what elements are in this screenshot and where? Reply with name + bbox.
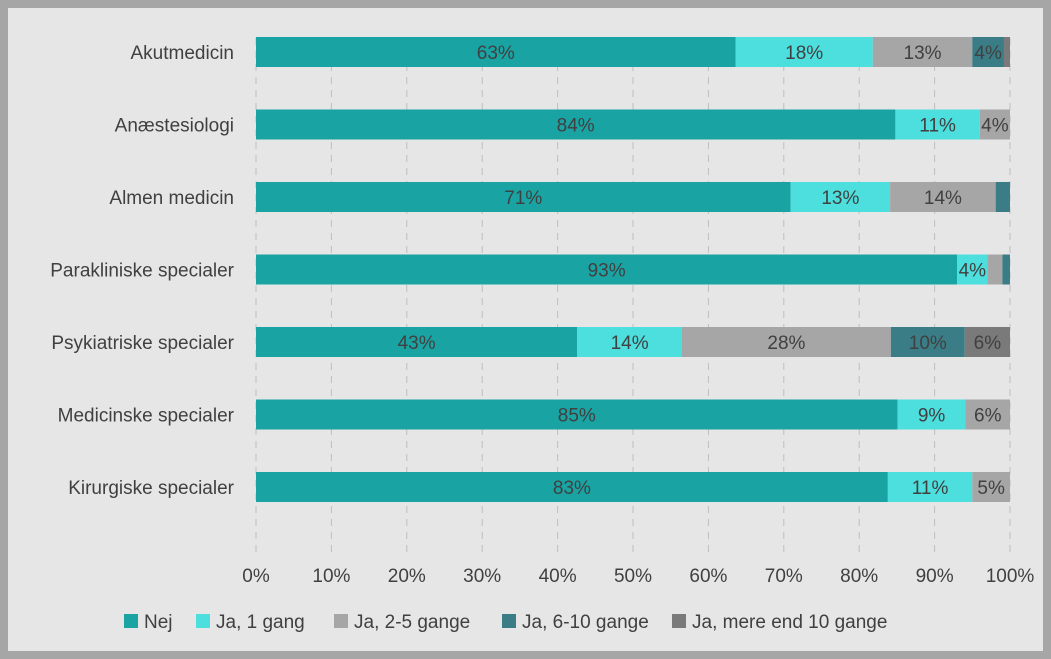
- data-label: 84%: [557, 116, 595, 137]
- bar-segment: [790, 182, 891, 212]
- x-tick-label: 80%: [840, 566, 878, 587]
- data-label: 11%: [919, 116, 956, 137]
- data-label: 85%: [558, 406, 596, 427]
- data-label: 6%: [974, 333, 1002, 354]
- x-tick-label: 0%: [242, 566, 270, 587]
- data-label: 18%: [785, 43, 823, 64]
- x-tick-label: 60%: [689, 566, 727, 587]
- bar-segment: [577, 327, 683, 357]
- data-label: 83%: [553, 478, 591, 499]
- data-label: 43%: [398, 333, 436, 354]
- bar-segment: [887, 472, 973, 502]
- data-label: 63%: [477, 43, 515, 64]
- bar-segment: [256, 399, 898, 430]
- category-label: Kirurgiske specialer: [68, 478, 234, 499]
- category-label: Akutmedicin: [131, 43, 235, 64]
- bar-segment: [972, 37, 1004, 67]
- bar-segment: [965, 399, 1010, 430]
- bar-segment: [987, 254, 1003, 285]
- data-label: 4%: [981, 116, 1009, 137]
- data-label: 6%: [974, 406, 1002, 427]
- x-tick-label: 70%: [765, 566, 803, 587]
- bar-segment: [890, 182, 996, 212]
- bar-segment: [256, 327, 578, 357]
- legend-label: Ja, 6-10 gange: [522, 612, 649, 633]
- bar-segment: [995, 182, 1010, 212]
- data-label: 14%: [924, 188, 962, 209]
- x-tick-label: 40%: [539, 566, 577, 587]
- data-label: 28%: [767, 333, 805, 354]
- legend: Nej Ja, 1 gang Ja, 2-5 gange Ja, 6-10 gange…: [124, 612, 887, 633]
- category-label: Anæstesiologi: [115, 116, 234, 137]
- data-labels: 63% 18% 13% 4% 84% 11% 4% 71% 13% 14% 93% 4% 43% 14% 2…: [398, 43, 1009, 499]
- gridlines: [255, 38, 1011, 556]
- chart-area: 63% 18% 13% 4% 84% 11% 4% 71% 13% 14% 93% 4% 43% 14% 2…: [8, 8, 1043, 651]
- category-label: Psykiatriske specialer: [51, 333, 234, 354]
- stacked-bar-chart: 63% 18% 13% 4% 84% 11% 4% 71% 13% 14% 93% 4% 43% 14% 2…: [50, 37, 1034, 633]
- bar-segment: [979, 109, 1010, 140]
- data-label: 5%: [977, 478, 1005, 499]
- x-tick-label: 50%: [614, 566, 652, 587]
- bar-segment: [682, 327, 891, 357]
- bar-segment: [964, 327, 1010, 357]
- data-label: 71%: [504, 188, 542, 209]
- data-label: 14%: [611, 333, 649, 354]
- x-axis-ticks: 0% 10% 20% 30% 40% 50% 60% 70% 80% 90% 100%: [242, 566, 1034, 587]
- data-label: 9%: [918, 406, 946, 427]
- x-tick-label: 100%: [986, 566, 1035, 587]
- data-label: 11%: [912, 478, 949, 499]
- bar-segment: [256, 472, 888, 502]
- data-label: 93%: [588, 261, 626, 282]
- bar-segment: [256, 254, 958, 285]
- x-tick-label: 10%: [312, 566, 350, 587]
- category-label: Medicinske specialer: [58, 406, 235, 427]
- bar-segment: [1002, 254, 1010, 285]
- bar-segment: [256, 37, 736, 67]
- bar-segment: [890, 327, 965, 357]
- category-labels: Akutmedicin Anæstesiologi Almen medicin Par…: [50, 43, 234, 499]
- data-label: 13%: [821, 188, 859, 209]
- legend-label: Ja, mere end 10 gange: [692, 612, 887, 633]
- bar-segment: [256, 182, 791, 212]
- x-tick-label: 90%: [916, 566, 954, 587]
- bar-segment: [256, 109, 896, 140]
- bars: [256, 37, 1010, 502]
- data-label: 13%: [904, 43, 942, 64]
- legend-swatch: [502, 614, 516, 628]
- legend-swatch: [196, 614, 210, 628]
- legend-swatch: [334, 614, 348, 628]
- data-label: 10%: [909, 333, 947, 354]
- bar-segment: [735, 37, 873, 67]
- bar-segment: [1003, 37, 1010, 67]
- bar-segment: [872, 37, 973, 67]
- x-tick-label: 20%: [388, 566, 426, 587]
- data-label: 4%: [974, 43, 1002, 64]
- bar-segment: [972, 472, 1010, 502]
- data-label: 4%: [959, 261, 987, 282]
- legend-label: Ja, 1 gang: [216, 612, 305, 633]
- legend-label: Nej: [144, 612, 173, 633]
- legend-swatch: [672, 614, 686, 628]
- legend-label: Ja, 2-5 gange: [354, 612, 470, 633]
- category-label: Almen medicin: [109, 188, 234, 209]
- bar-segment: [897, 399, 966, 430]
- bar-segment: [895, 109, 980, 140]
- legend-swatch: [124, 614, 138, 628]
- x-tick-label: 30%: [463, 566, 501, 587]
- bar-segment: [957, 254, 988, 285]
- category-label: Parakliniske specialer: [50, 261, 234, 282]
